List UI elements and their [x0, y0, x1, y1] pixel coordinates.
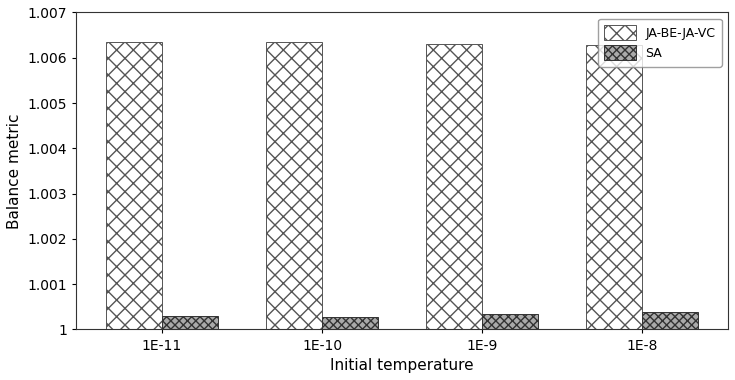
Bar	[426, 44, 482, 329]
Bar	[322, 317, 378, 329]
Legend: JA-BE-JA-VC, SA: JA-BE-JA-VC, SA	[598, 19, 722, 67]
Bar	[482, 314, 538, 329]
X-axis label: Initial temperature: Initial temperature	[330, 358, 474, 373]
Bar	[266, 42, 322, 329]
Bar	[587, 45, 642, 329]
Bar	[642, 312, 698, 329]
Bar	[106, 42, 162, 329]
Y-axis label: Balance metric: Balance metric	[7, 113, 22, 229]
Bar	[162, 316, 218, 329]
